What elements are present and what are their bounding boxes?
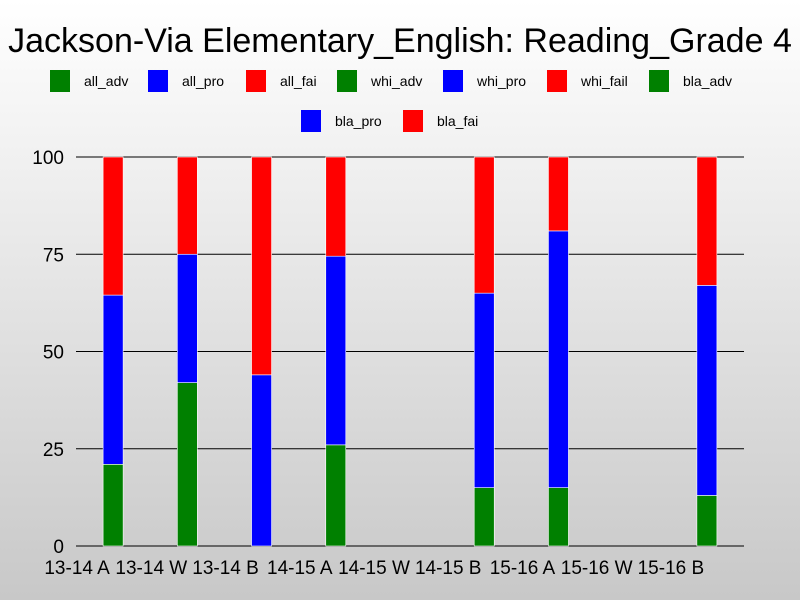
gridlines (76, 156, 744, 547)
bar-segment-fail (251, 156, 272, 376)
bar-segment-adv (177, 382, 198, 547)
legend-label-all_adv: all_adv (84, 73, 128, 89)
x-tick-label: 15-16 A (490, 558, 556, 579)
bar-segment-fail (696, 156, 718, 286)
x-tick-label: 15-16 B (638, 558, 705, 579)
x-tick-label: 14-15 B (415, 558, 482, 579)
y-tick-label: 75 (43, 245, 64, 266)
legend-label-all_fai: all_fai (280, 73, 317, 89)
bar-segment-pro (548, 230, 569, 488)
bar-segment-fail (102, 156, 124, 296)
bar-segment-pro (325, 255, 347, 446)
x-axis: 13-14 A 13-14 W 13-14 B 14-15 A 14-15 W 14-15… (44, 558, 704, 579)
bar-segment-fail (548, 156, 569, 232)
legend-swatch-all_fai (246, 70, 266, 92)
y-tick-label: 100 (32, 148, 64, 169)
legend-label-bla_pro: bla_pro (335, 113, 382, 129)
y-tick-label: 25 (43, 440, 64, 461)
legend-label-whi_pro: whi_pro (476, 73, 526, 89)
x-tick-label: 13-14 B (192, 558, 259, 579)
bar-segment-adv (325, 444, 347, 547)
legend-swatch-all_pro (148, 70, 168, 92)
x-tick-label: 14-15 A (267, 558, 333, 579)
bar-segment-adv (696, 495, 718, 547)
bar-segment-pro (696, 285, 718, 496)
legend-swatch-whi_adv (337, 70, 357, 92)
legend-swatch-bla_fai (403, 110, 423, 132)
bar-segment-adv (473, 487, 495, 547)
x-tick-label: 15-16 W (561, 558, 633, 579)
x-tick-label: 13-14 W (115, 558, 187, 579)
legend-swatch-bla_adv (649, 70, 669, 92)
x-tick-label: 13-14 A (44, 558, 110, 579)
legend-label-whi_fail: whi_fail (580, 73, 628, 89)
bar-segment-adv (548, 487, 569, 547)
y-tick-label: 50 (43, 343, 64, 364)
legend-swatch-bla_pro (301, 110, 321, 132)
bar-segment-fail (325, 156, 347, 257)
bar-segment-fail (177, 156, 198, 255)
bar-segment-pro (177, 253, 198, 383)
legend-label-bla_adv: bla_adv (683, 73, 732, 89)
legend: all_adv all_pro all_fai whi_adv whi_pro whi_f… (50, 70, 732, 132)
legend-label-bla_fai: bla_fai (437, 113, 478, 129)
bar-segment-fail (473, 156, 495, 294)
legend-swatch-all_adv (50, 70, 70, 92)
x-tick-labels: 13-14 A 13-14 W 13-14 B 14-15 A 14-15 W 14-15… (44, 558, 704, 579)
bar-segment-pro (473, 292, 495, 488)
bar-segment-pro (251, 374, 272, 547)
bars (102, 156, 718, 547)
legend-label-whi_adv: whi_adv (370, 73, 422, 89)
y-axis: 0 25 50 75 100 (32, 148, 64, 558)
y-tick-label: 0 (53, 537, 64, 558)
legend-swatch-whi_pro (443, 70, 463, 92)
bar-segment-pro (102, 294, 124, 465)
x-tick-label: 14-15 W (338, 558, 410, 579)
legend-swatch-whi_fail (547, 70, 567, 92)
bar-segment-adv (102, 464, 124, 547)
legend-label-all_pro: all_pro (182, 73, 224, 89)
chart-title: Jackson-Via Elementary_English: Reading_… (8, 22, 792, 60)
